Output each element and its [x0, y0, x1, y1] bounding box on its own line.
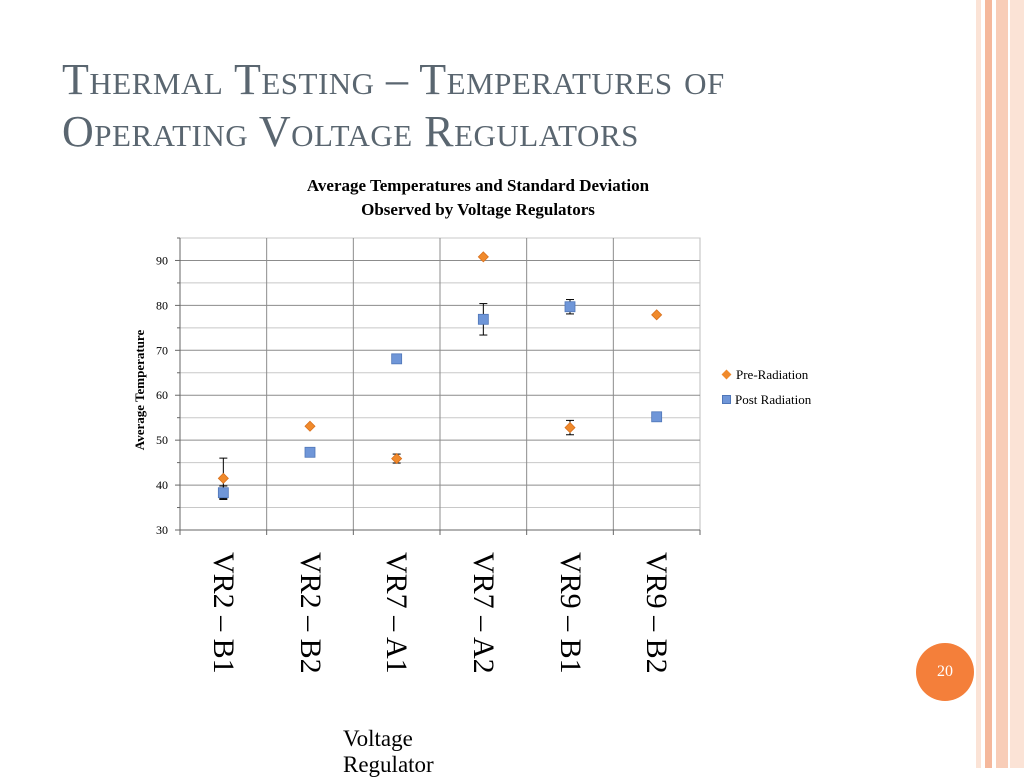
x-tick-label: VR9 – B1 — [554, 552, 587, 674]
y-tick-label: 70 — [156, 343, 168, 357]
square-marker-icon — [722, 395, 731, 404]
legend-item-post-radiation: Post Radiation — [720, 387, 811, 412]
border-stripe — [976, 0, 981, 768]
data-point-post-radiation — [477, 313, 489, 325]
legend-item-pre-radiation: Pre-Radiation — [720, 362, 811, 387]
diamond-marker-icon — [721, 369, 732, 380]
data-point-post-radiation — [651, 411, 663, 423]
slide-title-line: Thermal Testing – Temperatures of — [62, 55, 725, 104]
y-tick-label: 80 — [156, 298, 168, 312]
decorative-border — [976, 0, 1024, 768]
data-point-pre-radiation — [391, 453, 403, 465]
data-point-post-radiation — [217, 487, 229, 499]
chart-title: Average Temperatures and Standard Deviat… — [228, 174, 728, 222]
page-number-badge: 20 — [916, 643, 974, 701]
y-tick-label: 50 — [156, 433, 168, 447]
x-tick-label: VR2 – B2 — [294, 552, 327, 674]
x-tick-label: VR7 – A1 — [380, 552, 413, 674]
y-tick-label: 40 — [156, 478, 168, 492]
data-point-pre-radiation — [217, 472, 229, 484]
border-stripe — [996, 0, 1008, 768]
border-stripe — [1010, 0, 1024, 768]
data-point-post-radiation — [391, 353, 403, 365]
data-point-post-radiation — [304, 446, 316, 458]
data-point-pre-radiation — [477, 251, 489, 263]
data-point-post-radiation — [564, 301, 576, 313]
data-point-pre-radiation — [564, 422, 576, 434]
y-tick-label: 60 — [156, 388, 168, 402]
legend-label: Post Radiation — [735, 391, 812, 407]
legend-label: Pre-Radiation — [736, 366, 809, 382]
border-stripe — [985, 0, 992, 768]
x-axis-category-labels: VR2 – B1 VR2 – B2 VR7 – A1 VR7 – A2 VR9 … — [180, 552, 700, 712]
slide-title-line: Operating Voltage Regulators — [62, 107, 639, 156]
x-axis-label: Voltage Regulator — [343, 726, 434, 777]
y-tick-label: 90 — [156, 253, 168, 267]
slide-title: Thermal Testing – Temperatures of Operat… — [62, 54, 922, 158]
chart-title-line: Observed by Voltage Regulators — [361, 200, 595, 219]
legend: Pre-Radiation Post Radiation — [720, 362, 811, 412]
x-tick-label: VR7 – A2 — [467, 552, 500, 674]
x-tick-label: VR2 – B1 — [207, 552, 240, 674]
chart-title-line: Average Temperatures and Standard Deviat… — [306, 176, 650, 195]
x-tick-label: VR9 – B2 — [640, 552, 673, 674]
data-point-pre-radiation — [304, 420, 316, 432]
data-point-pre-radiation — [651, 309, 663, 321]
y-tick-label: 30 — [156, 523, 168, 537]
